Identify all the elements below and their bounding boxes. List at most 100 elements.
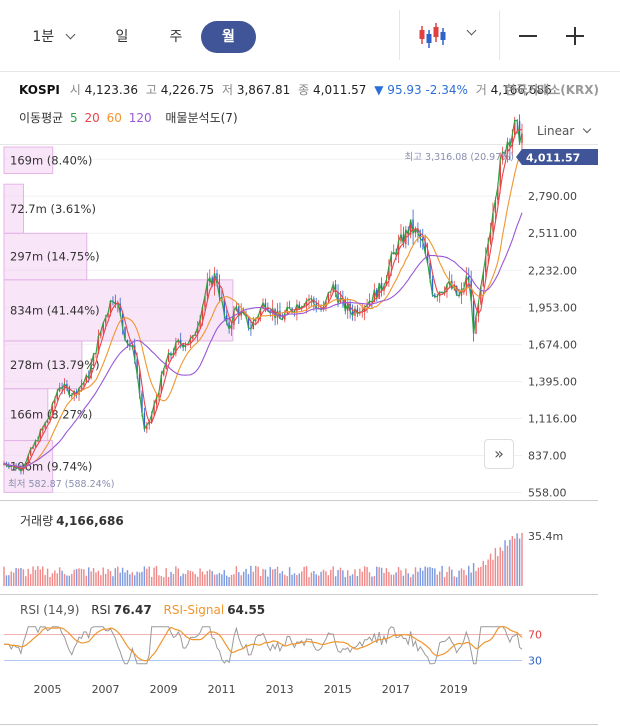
volume-bar	[400, 570, 402, 586]
year-axis-label: 2007	[92, 683, 120, 696]
candle-body	[182, 344, 184, 348]
volume-bar	[146, 568, 148, 586]
volume-bar	[15, 568, 17, 586]
volume-bar	[175, 566, 177, 586]
candle-body	[56, 391, 58, 400]
candle-body	[332, 284, 334, 292]
volume-bar	[267, 576, 269, 586]
volume-bar	[288, 567, 291, 586]
volume-bar	[320, 571, 322, 586]
year-axis-label: 2011	[208, 683, 236, 696]
volume-bar	[182, 573, 184, 586]
volume-profile-label: 72.7m (3.61%)	[10, 202, 96, 216]
volume-bar	[477, 567, 480, 586]
symbol-name: KOSPI	[19, 83, 60, 97]
high-value: 4,226.75	[160, 83, 215, 97]
moving-average-line-20	[3, 128, 523, 470]
volume-bar	[436, 574, 439, 586]
volume-bar	[58, 567, 61, 586]
volume-bar	[397, 567, 400, 586]
indicator-legend[interactable]: 이동평균 5 20 60 120 매물분석도(7)	[19, 109, 241, 126]
candle-body	[225, 314, 228, 323]
candle-body	[368, 301, 371, 306]
candle-body	[97, 336, 100, 354]
volume-bar	[51, 573, 54, 586]
volume-bar	[279, 573, 281, 586]
candle-body	[477, 303, 480, 317]
scroll-to-latest-button[interactable]: »	[484, 439, 514, 469]
minus-icon	[519, 35, 537, 37]
volume-bar	[281, 571, 284, 586]
volume-bar	[334, 576, 337, 586]
volume-bar	[482, 560, 484, 586]
volume-bar	[5, 575, 8, 586]
candle-body	[305, 300, 308, 307]
volume-bar	[46, 568, 49, 586]
candle-body	[460, 289, 463, 296]
candle-body	[511, 135, 514, 147]
volume-bar	[409, 577, 412, 586]
candle-body	[240, 311, 242, 316]
candle-body	[121, 313, 124, 328]
candle-body	[163, 369, 165, 376]
candle-body	[426, 253, 429, 264]
candle-body	[400, 234, 402, 242]
volume-bar	[250, 565, 252, 586]
year-axis-label: 2017	[382, 683, 410, 696]
volume-bar	[509, 539, 511, 586]
volume-bar	[390, 574, 393, 586]
volume-bar	[296, 575, 298, 586]
volume-bar	[470, 572, 472, 586]
candle-body	[446, 284, 448, 293]
volume-bar	[327, 575, 330, 586]
candle-body	[34, 440, 37, 447]
period-tab-day[interactable]: 일	[115, 29, 129, 45]
rsi-label: RSI	[91, 603, 111, 617]
candle-body	[192, 335, 194, 339]
volume-bar	[487, 559, 489, 586]
scale-selector[interactable]: Linear	[537, 124, 592, 138]
volume-bar	[417, 571, 419, 586]
volume-bar	[73, 569, 75, 586]
volume-bar	[209, 569, 211, 586]
volume-bar	[419, 567, 422, 586]
volume-bar	[376, 566, 378, 586]
volume-bar	[20, 568, 22, 586]
volume-bar	[66, 575, 68, 586]
moving-average-label: 이동평균	[19, 111, 64, 125]
candle-body	[114, 301, 117, 304]
volume-bar	[438, 571, 441, 586]
period-tab-month[interactable]: 월	[201, 21, 256, 53]
volume-bar	[155, 565, 158, 586]
volume-bar	[112, 576, 114, 586]
volume-bar	[172, 573, 175, 586]
candle-body	[63, 384, 66, 389]
volume-axis-label: 35.4m	[528, 530, 563, 543]
volume-bar	[271, 569, 274, 586]
ma-120-label: 120	[128, 111, 152, 125]
period-tab-week[interactable]: 주	[169, 29, 183, 45]
volume-bar	[54, 570, 56, 586]
high-marker-label: 최고 3,316.08 (20.97%)	[405, 152, 514, 163]
candle-body	[482, 272, 484, 287]
candle-body	[155, 397, 158, 405]
volume-bar	[83, 569, 85, 586]
volume-bar	[366, 567, 368, 586]
candle-body	[3, 463, 5, 466]
period-tab-minute[interactable]: 1분	[22, 21, 84, 53]
candlestick-chart-type-icon[interactable]	[417, 20, 447, 50]
volume-bar	[34, 569, 37, 586]
volume-bar	[216, 574, 218, 586]
candle-body	[85, 375, 88, 383]
volume-bar	[218, 572, 221, 586]
volume-bar	[136, 571, 138, 586]
volume-bar	[424, 566, 426, 586]
volume-bar	[368, 572, 371, 586]
candle-body	[414, 228, 417, 234]
volume-profile-box	[3, 232, 88, 281]
volume-bar	[322, 569, 325, 586]
candle-body	[417, 228, 419, 233]
candle-body	[179, 339, 182, 345]
candle-body	[351, 311, 354, 316]
